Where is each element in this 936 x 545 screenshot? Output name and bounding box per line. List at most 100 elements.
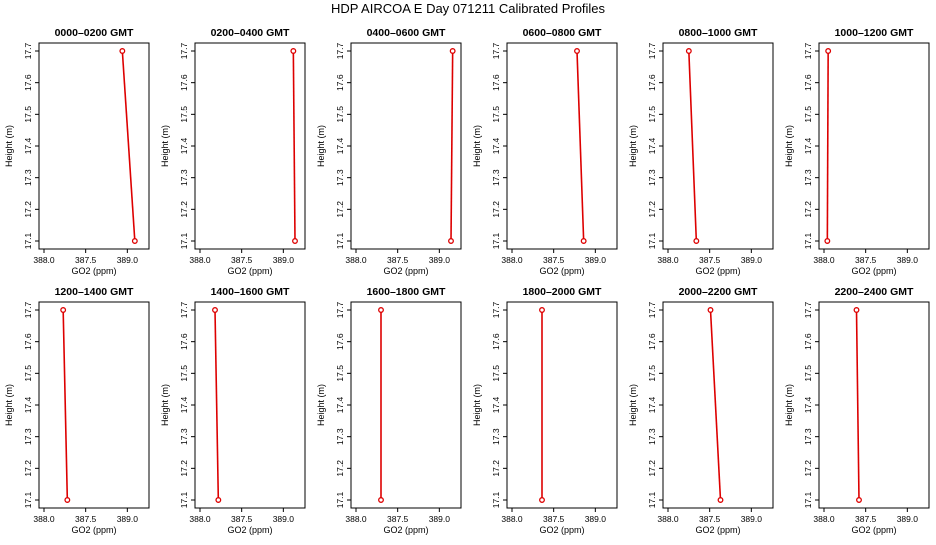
y-tick-label: 17.2 <box>803 460 813 477</box>
x-axis-label: GO2 (ppm) <box>851 266 896 276</box>
data-point <box>378 307 384 313</box>
y-tick-label: 17.3 <box>491 169 501 186</box>
y-tick-label: 17.7 <box>23 301 33 318</box>
panel: 0200–0400 GMT 388.0 387.5 389.0 17.1 17.2 17.3… <box>160 27 306 276</box>
data-point <box>448 238 454 244</box>
x-axis-label: GO2 (ppm) <box>71 525 116 535</box>
plot-frame <box>194 301 306 509</box>
plot-frame <box>506 301 618 509</box>
plot-frame <box>38 301 150 509</box>
profile-line <box>450 50 454 242</box>
y-tick-label: 17.4 <box>23 396 33 413</box>
x-tick-label: 387.5 <box>699 514 721 524</box>
data-point <box>856 497 862 503</box>
plot-frame <box>818 42 930 250</box>
x-tick-label: 389.0 <box>429 514 451 524</box>
data-point <box>824 238 831 244</box>
panel: 0600–0800 GMT 388.0 387.5 389.0 17.1 17.2 17.3… <box>472 27 618 276</box>
x-axis-label: GO2 (ppm) <box>851 525 896 535</box>
y-axis-label: Height (m) <box>628 384 638 426</box>
y-tick-label: 17.7 <box>335 42 345 59</box>
y-tick-label: 17.4 <box>803 396 813 413</box>
x-axis-label: GO2 (ppm) <box>539 525 584 535</box>
panel-title: 1000–1200 GMT <box>835 27 914 39</box>
y-tick-label: 17.7 <box>647 42 657 59</box>
y-tick-label: 17.5 <box>23 365 33 382</box>
y-axis-label: Height (m) <box>316 384 326 426</box>
x-tick-label: 387.5 <box>699 255 721 265</box>
y-tick-label: 17.7 <box>803 301 813 318</box>
y-tick-label: 17.2 <box>23 201 33 218</box>
y-tick-label: 17.6 <box>335 333 345 350</box>
x-axis-label: GO2 (ppm) <box>539 266 584 276</box>
panel-title: 0800–1000 GMT <box>679 27 758 39</box>
y-tick-label: 17.7 <box>335 301 345 318</box>
y-tick-label: 17.3 <box>179 169 189 186</box>
plot-frame <box>194 42 306 250</box>
plot-frame <box>350 42 462 250</box>
y-tick-label: 17.5 <box>179 365 189 382</box>
data-point <box>539 497 545 503</box>
y-tick-label: 17.6 <box>23 74 33 91</box>
y-tick-label: 17.4 <box>647 137 657 154</box>
panel: 0400–0600 GMT 388.0 387.5 389.0 17.1 17.2 17.3… <box>316 27 462 276</box>
y-tick-label: 17.5 <box>491 365 501 382</box>
y-tick-label: 17.6 <box>647 333 657 350</box>
y-tick-label: 17.6 <box>803 333 813 350</box>
y-tick-label: 17.2 <box>335 201 345 218</box>
y-tick-label: 17.2 <box>647 201 657 218</box>
y-tick-label: 17.5 <box>491 106 501 123</box>
panel-title: 1400–1600 GMT <box>211 286 290 298</box>
data-point <box>119 48 126 54</box>
y-tick-label: 17.2 <box>647 460 657 477</box>
y-tick-label: 17.4 <box>23 137 33 154</box>
data-point <box>693 238 700 244</box>
y-tick-label: 17.5 <box>647 106 657 123</box>
data-point <box>290 48 297 54</box>
x-tick-label: 387.5 <box>231 255 253 265</box>
profile-line <box>855 309 860 501</box>
plot-frame <box>38 42 150 250</box>
x-tick-label: 389.0 <box>273 514 295 524</box>
y-axis-label: Height (m) <box>316 125 326 167</box>
data-point <box>717 497 724 503</box>
data-point <box>580 238 587 244</box>
x-tick-label: 388.0 <box>501 514 523 524</box>
data-point <box>539 307 545 313</box>
panel: 0800–1000 GMT 388.0 387.5 389.0 17.1 17.2 17.3… <box>628 27 774 276</box>
y-tick-label: 17.4 <box>179 396 189 413</box>
y-tick-label: 17.3 <box>23 169 33 186</box>
y-axis-label: Height (m) <box>784 125 794 167</box>
y-axis-label: Height (m) <box>4 384 14 426</box>
profile-line <box>576 50 585 242</box>
data-point <box>64 497 71 503</box>
x-tick-label: 387.5 <box>75 514 97 524</box>
x-tick-label: 388.0 <box>813 514 835 524</box>
y-tick-label: 17.6 <box>179 74 189 91</box>
y-tick-label: 17.1 <box>491 232 501 249</box>
x-axis-label: GO2 (ppm) <box>227 525 272 535</box>
y-tick-label: 17.1 <box>647 232 657 249</box>
x-axis-label: GO2 (ppm) <box>71 266 116 276</box>
profile-line <box>292 50 296 242</box>
y-tick-label: 17.3 <box>335 428 345 445</box>
x-axis-label: GO2 (ppm) <box>695 266 740 276</box>
data-point <box>215 497 222 503</box>
y-tick-label: 17.5 <box>803 365 813 382</box>
y-tick-label: 17.4 <box>647 396 657 413</box>
y-tick-label: 17.6 <box>335 74 345 91</box>
y-axis-label: Height (m) <box>4 125 14 167</box>
plot-frame <box>662 42 774 250</box>
plot-frame <box>350 301 462 509</box>
x-tick-label: 389.0 <box>117 255 139 265</box>
panel-title: 0000–0200 GMT <box>55 27 134 39</box>
y-tick-label: 17.5 <box>179 106 189 123</box>
plot-frame <box>662 301 774 509</box>
y-axis-label: Height (m) <box>472 384 482 426</box>
y-tick-label: 17.4 <box>491 396 501 413</box>
data-point <box>825 48 832 54</box>
panel: 1600–1800 GMT 388.0 387.5 389.0 17.1 17.2 17.3… <box>316 286 462 535</box>
y-tick-label: 17.1 <box>335 232 345 249</box>
y-tick-label: 17.4 <box>179 137 189 154</box>
